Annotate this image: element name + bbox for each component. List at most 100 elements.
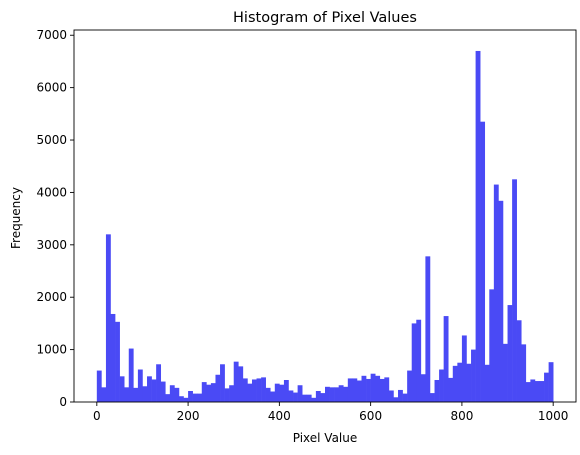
y-tick-label: 5000: [36, 133, 67, 147]
histogram-bar: [165, 394, 171, 402]
histogram-bar: [311, 397, 317, 402]
histogram-bar: [366, 378, 371, 402]
histogram-bar: [101, 387, 107, 402]
histogram-bar: [297, 385, 303, 402]
histogram-bar: [379, 378, 385, 402]
histogram-bar: [210, 383, 216, 402]
plot-frame: [73, 29, 577, 403]
histogram-bar: [220, 364, 225, 402]
histogram-bar: [96, 370, 102, 402]
histogram-bar: [420, 374, 426, 402]
y-tick-label: 0: [59, 395, 67, 409]
histogram-bar: [224, 388, 230, 402]
y-tick-label: 4000: [36, 185, 67, 199]
histogram-bar: [178, 396, 184, 402]
y-tick-label: 1000: [36, 343, 67, 357]
y-axis-label: Frequency: [9, 187, 23, 249]
histogram-bar: [133, 387, 139, 402]
histogram-bar: [457, 362, 463, 402]
histogram-bar: [361, 375, 367, 402]
histogram-bar: [206, 384, 212, 402]
histogram-bar: [388, 390, 394, 402]
histogram-bar: [320, 393, 326, 402]
histogram-bar: [151, 379, 157, 402]
histogram-bar: [251, 379, 257, 402]
histogram-bar: [384, 377, 390, 402]
histogram-bar: [238, 366, 244, 402]
histogram-bar: [201, 382, 207, 402]
y-tick-label: 7000: [36, 28, 67, 42]
y-tick-label: 3000: [36, 238, 67, 252]
histogram-bar: [142, 386, 148, 402]
histogram-bar: [539, 381, 545, 402]
histogram-bar: [334, 387, 339, 402]
histogram-bar: [338, 385, 344, 402]
x-axis-label: Pixel Value: [293, 431, 358, 445]
histogram-bar: [265, 387, 271, 402]
x-tick-label: 800: [450, 409, 473, 423]
histogram-bar: [288, 390, 294, 402]
x-tick-label: 400: [268, 409, 291, 423]
histogram-bar: [156, 364, 162, 402]
histogram-bar: [352, 378, 358, 402]
histogram-bar: [498, 200, 504, 402]
histogram-bar: [329, 387, 335, 402]
histogram-bar: [370, 373, 376, 402]
histogram-bar: [119, 376, 125, 402]
histogram-bar: [484, 364, 490, 402]
histogram-bar: [347, 378, 353, 402]
histogram-bar: [256, 378, 262, 402]
histogram-bars: [96, 50, 554, 403]
histogram-bar: [489, 289, 495, 402]
x-tick-label: 1000: [538, 409, 569, 423]
histogram-bar: [137, 369, 143, 402]
histogram-bar: [480, 121, 486, 403]
histogram-bar: [293, 392, 298, 402]
histogram-bar: [429, 393, 435, 402]
histogram-bar: [530, 379, 536, 402]
histogram-bar: [197, 393, 203, 402]
histogram-bar: [448, 377, 454, 402]
histogram-bar: [521, 344, 527, 402]
histogram-bar: [315, 390, 321, 402]
x-tick-label: 200: [177, 409, 200, 423]
histogram-bar: [233, 361, 239, 402]
histogram-bar: [402, 393, 408, 402]
histogram-bar: [270, 391, 276, 402]
histogram-bar: [502, 343, 508, 402]
histogram-bar: [147, 376, 152, 402]
histogram-bar: [110, 313, 116, 402]
histogram-bar: [507, 305, 513, 402]
histogram-bar: [393, 397, 399, 402]
histogram-bar: [174, 387, 180, 402]
histogram-bar: [169, 385, 175, 402]
histogram-bar: [493, 184, 499, 402]
histogram-bar: [475, 50, 481, 403]
y-tick-label: 6000: [36, 81, 67, 95]
histogram-bar: [247, 383, 253, 402]
histogram-bar: [242, 378, 248, 402]
histogram-bar: [105, 234, 111, 402]
histogram-bar: [229, 385, 235, 402]
histogram-bar: [407, 370, 413, 402]
histogram-bar: [306, 394, 312, 402]
histogram-bar: [356, 380, 362, 402]
histogram-bar: [192, 393, 198, 402]
histogram-bar: [416, 319, 422, 402]
histogram-bar: [525, 382, 531, 402]
x-tick-label: 600: [359, 409, 382, 423]
histogram-bar: [183, 397, 189, 402]
histogram-bar: [215, 374, 221, 402]
histogram-bar: [411, 323, 417, 402]
chart-title: Histogram of Pixel Values: [233, 10, 417, 26]
histogram-bar: [160, 381, 166, 402]
histogram-bar: [302, 394, 308, 402]
y-tick-label: 2000: [36, 290, 67, 304]
histogram-bar: [115, 321, 120, 402]
histogram-bar: [375, 375, 381, 402]
histogram-bar: [534, 381, 540, 402]
histogram-bar: [325, 386, 330, 402]
histogram-bar: [425, 256, 431, 402]
histogram-bar: [124, 387, 130, 402]
histogram-bar: [434, 379, 440, 402]
